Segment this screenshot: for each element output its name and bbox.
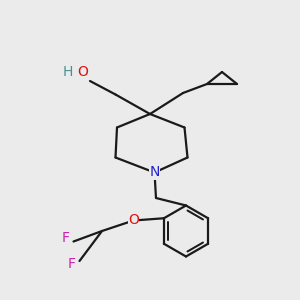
Text: F: F [62,232,70,245]
Text: H: H [62,65,73,79]
Text: N: N [149,166,160,179]
Text: O: O [128,214,139,227]
Text: O: O [77,65,88,79]
Text: F: F [68,257,76,271]
